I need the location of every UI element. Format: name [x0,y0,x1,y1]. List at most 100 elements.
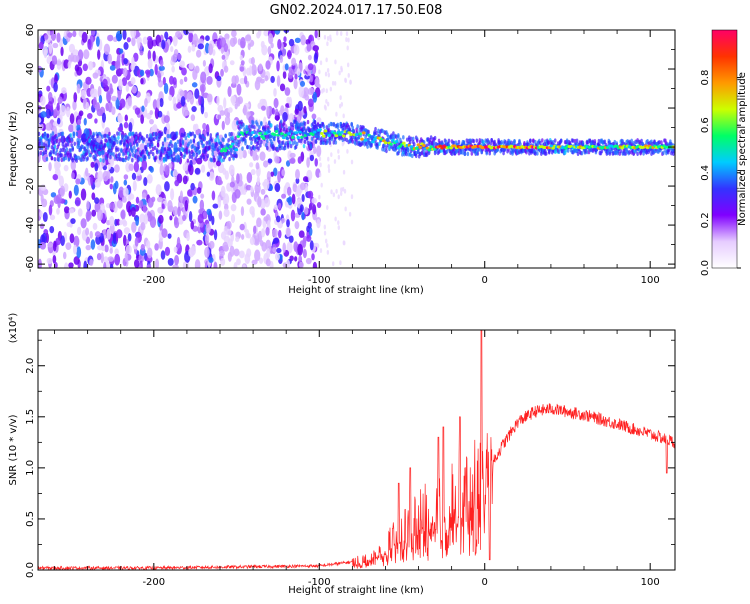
band-halo [205,140,209,146]
noise-blob [338,70,341,76]
noise-blob [341,186,345,192]
band-halo [289,143,293,149]
band-halo [237,143,240,148]
noise-blob [258,63,263,72]
noise-blob [306,43,312,52]
noise-blob [187,164,192,173]
noise-blob [94,118,98,124]
noise-blob [89,230,93,239]
band-halo [251,124,254,129]
band-halo [231,135,234,141]
noise-blob [339,191,343,197]
band-halo [88,138,91,144]
band-halo [150,143,154,148]
noise-blob [106,170,111,180]
band-halo [100,139,103,145]
band-halo [57,132,61,138]
band-halo [330,122,334,127]
noise-blob [302,237,307,248]
noise-blob [340,101,344,107]
noise-blob [301,193,305,203]
band-halo [459,150,463,155]
x-tick-label: -200 [142,275,165,286]
band-halo [147,137,151,142]
noise-blob [316,117,322,123]
band-halo [660,140,663,145]
band-core [351,129,355,133]
band-core [312,130,317,134]
noise-blob [183,30,190,36]
colorbar-ticks: 0.0 0.2 0.4 0.6 0.8 [700,70,741,276]
band-halo [374,126,377,132]
noise-blob [212,49,216,56]
band-halo [439,148,443,153]
noise-blob [158,214,164,224]
noise-blob [111,74,118,84]
noise-blob [293,241,299,252]
band-halo [152,136,156,142]
band-core [369,135,373,139]
noise-blob [271,107,275,115]
noise-blob [246,198,252,205]
band-halo [125,149,128,154]
noise-blob [256,217,262,228]
noise-blob [318,194,321,200]
noise-blob [333,80,337,86]
noise-blob [98,94,103,104]
noise-blob [76,83,81,94]
band-halo [250,146,253,151]
noise-blob [101,245,106,252]
band-halo [418,151,422,157]
noise-blob [250,57,255,65]
noise-blob [287,49,292,60]
noise-blob [139,69,145,77]
noise-blob [81,31,88,43]
noise-blob [161,203,165,209]
band-halo [227,150,230,156]
noise-blob [40,194,44,203]
noise-blob [298,85,305,98]
band-halo [466,151,470,157]
noise-blob [226,220,232,230]
band-halo [118,152,121,157]
band-halo [571,138,575,143]
band-halo [65,147,69,152]
band-halo [109,154,112,160]
band-core [332,131,337,135]
band-halo [246,144,249,150]
noise-blob [146,36,153,42]
band-core [363,138,368,142]
noise-blob [39,241,47,250]
band-halo [447,138,451,144]
band-halo [176,139,180,145]
noise-blob [312,261,318,268]
noise-blob [96,108,104,117]
band-halo [452,140,456,145]
noise-blob [306,157,310,168]
band-halo [272,136,276,142]
noise-blob [327,168,331,174]
band-core [334,134,339,138]
noise-blob [293,44,300,56]
band-halo [630,138,633,143]
noise-blob [194,167,201,175]
band-halo [52,140,56,145]
noise-blob [273,204,278,211]
band-halo [477,147,481,152]
band-halo [580,151,584,156]
noise-blob [105,103,109,112]
band-halo [238,139,241,144]
noise-blob [314,77,320,87]
snr-xlabel: Height of straight line (km) [288,585,424,596]
noise-blob [319,162,322,168]
band-halo [200,139,204,144]
noise-blob [194,259,201,268]
noise-blob [294,108,299,115]
band-halo [116,131,119,136]
noise-blob [160,250,166,260]
band-halo [56,152,60,157]
band-halo [465,138,469,143]
band-halo [228,156,231,162]
band-core [356,136,361,140]
noise-blob [130,206,136,217]
